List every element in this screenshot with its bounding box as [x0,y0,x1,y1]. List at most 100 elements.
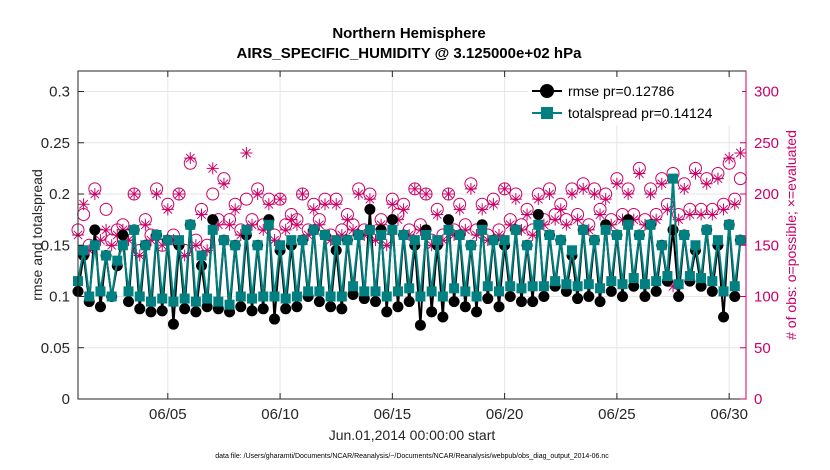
evaluated-point [307,203,320,216]
star-stroke [219,179,229,189]
possible-point [644,182,658,196]
legend-label-totalspread: totalspread pr=0.14124 [568,105,713,121]
star-stroke [561,220,571,230]
rmse-point [381,306,393,318]
rmse-point [89,224,101,236]
star-stroke [275,194,285,204]
possible-point [335,223,349,237]
star-stroke [90,189,100,199]
x-tick-label: 06/30 [710,406,748,423]
possible-point [458,218,472,232]
totalspread-point [583,279,594,290]
x-tick-label: 06/20 [486,406,524,423]
totalspread-point [134,291,145,302]
star-stroke [657,179,667,189]
evaluated-point [655,177,668,190]
rmse-point [706,285,718,297]
rmse-point [583,291,595,302]
y-tick-label: 0.3 [49,84,70,101]
totalspread-point [595,283,606,294]
tick-labels: 06/05 06/10 06/15 06/20 06/25 06/30 0 0.05 0.1 0.… [41,84,779,424]
rmse-point [325,301,337,313]
legend-label-rmse: rmse pr=0.12786 [568,83,674,99]
evaluated-point [330,198,343,211]
possible-point [694,202,708,216]
possible-point [245,213,259,227]
evaluated-point [206,162,219,175]
possible-point [587,182,601,196]
star-stroke [550,215,560,225]
totalspread-point [443,224,454,235]
totalspread-point [684,271,695,281]
evaluated-point [560,218,573,231]
star-stroke [152,189,162,199]
possible-point [509,187,523,201]
rmse-point [594,296,606,308]
rmse-point [145,306,157,318]
evaluated-point [706,208,719,221]
evaluated-point [695,208,708,221]
totalspread-point [494,286,505,297]
evaluated-point [549,213,562,226]
totalspread-point [404,283,415,294]
evaluated-point [571,213,584,226]
totalspread-point [247,293,258,304]
y-tick-label: 0.25 [41,135,70,152]
star-stroke [634,168,644,179]
totalspread-point [117,240,128,251]
possible-point [408,182,422,196]
totalspread-point [359,286,370,297]
possible-point [554,197,568,211]
star-stroke [432,209,442,220]
rmse-point [493,301,505,313]
evaluated-point [543,188,556,200]
rmse-point [156,305,168,317]
possible-point [672,208,686,221]
evaluated-point [532,193,545,206]
star-stroke [690,168,701,179]
star-stroke [230,204,240,214]
possible-point [492,223,506,237]
x-tick-label: 06/05 [149,406,187,423]
totalspread-point [645,219,656,230]
possible-point [206,187,220,201]
totalspread-point [421,230,432,240]
totalspread-point [471,291,482,302]
star-stroke [477,204,487,214]
totalspread-point [639,279,650,290]
rmse-point [207,214,219,226]
totalspread-point [275,240,286,251]
totalspread-point [712,235,723,246]
star-stroke [320,199,330,209]
totalspread-point [140,240,151,251]
star-stroke [410,184,420,194]
possible-point [228,197,242,211]
y-tick-label: 0.2 [49,186,70,203]
chart-marks [71,147,747,331]
evaluated-point [453,203,466,216]
totalspread-point [190,296,201,307]
possible-point [161,197,175,211]
totalspread-point [679,230,690,240]
possible-point [576,177,590,191]
evaluated-point [296,188,309,200]
totalspread-point [482,281,493,292]
rmse-point [515,296,527,308]
totalspread-point [634,230,645,240]
evaluated-point [577,182,590,195]
possible-point [717,197,731,211]
totalspread-point [325,291,336,302]
star-stroke [578,184,588,194]
rmse-point [459,301,471,313]
possible-point [105,233,119,247]
totalspread-point [258,291,269,302]
star-stroke [354,189,364,199]
star-stroke [348,225,358,235]
rmse-point [673,291,685,302]
rmse-point [313,296,325,308]
totalspread-point [611,230,622,240]
rmse-point [201,301,213,313]
rmse-point [538,291,550,302]
possible-point [217,172,231,186]
